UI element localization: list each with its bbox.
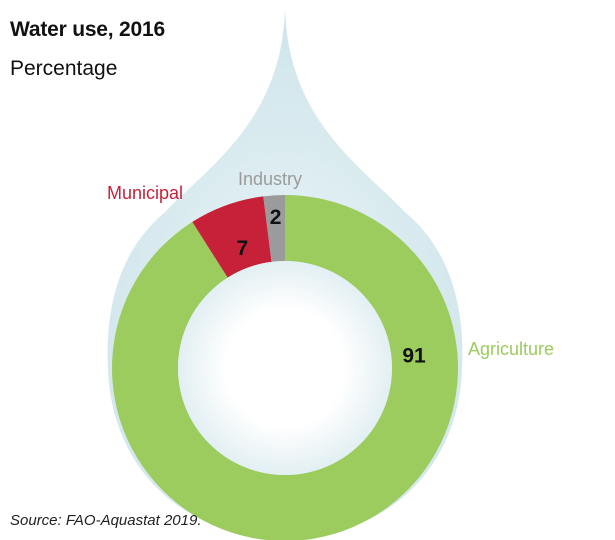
donut-hole xyxy=(178,261,392,475)
slice-agriculture xyxy=(111,195,458,540)
category-label-agriculture: Agriculture xyxy=(468,339,554,359)
labels-group: 91 Agriculture 7 Municipal 2 Industry xyxy=(107,169,554,368)
slice-municipal xyxy=(192,196,272,278)
slice-industry xyxy=(263,195,285,262)
chart-title: Water use, 2016 xyxy=(10,18,165,41)
chart-subtitle: Percentage xyxy=(10,57,118,80)
slices-group xyxy=(111,195,458,540)
source-note: Source: FAO-Aquastat 2019. xyxy=(10,512,202,529)
category-label-municipal: Municipal xyxy=(107,183,183,203)
value-label-agriculture: 91 xyxy=(402,345,426,368)
category-label-industry: Industry xyxy=(238,169,302,189)
value-label-industry: 2 xyxy=(270,206,282,229)
value-label-municipal: 7 xyxy=(236,237,248,260)
